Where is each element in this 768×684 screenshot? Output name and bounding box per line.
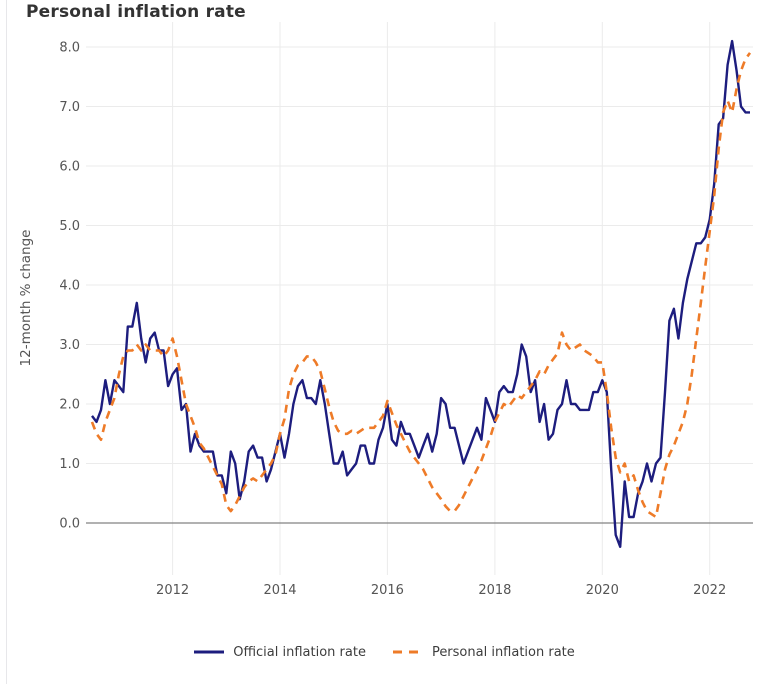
legend-label-official: Official inflation rate <box>233 644 366 660</box>
personal-inflation-line <box>90 52 752 519</box>
y-tick-label: 0.0 <box>59 517 80 532</box>
y-tick-label: 2.0 <box>59 398 80 413</box>
y-axis-title: 12-month % change <box>18 230 34 367</box>
y-tick-label: 5.0 <box>59 219 80 234</box>
y-tick-label: 1.0 <box>59 457 80 472</box>
x-tick-label: 2018 <box>478 583 511 598</box>
legend-item-personal[interactable]: Personal inflation rate <box>392 645 575 660</box>
y-tick-label: 8.0 <box>59 41 80 56</box>
y-axis-tick-labels: 0.0 1.0 2.0 3.0 4.0 5.0 6.0 7.0 8.0 <box>59 41 80 532</box>
card-left-border <box>6 0 7 684</box>
official-line-swatch <box>194 650 225 654</box>
x-axis-tick-labels: 2012 2014 2016 2018 2020 2022 <box>156 583 726 598</box>
legend-label-personal: Personal inflation rate <box>431 644 575 660</box>
y-tick-label: 4.0 <box>59 279 80 294</box>
x-gridlines <box>172 22 711 575</box>
x-tick-label: 2020 <box>586 583 619 598</box>
y-gridlines <box>86 46 753 524</box>
x-tick-label: 2012 <box>156 583 189 598</box>
x-tick-label: 2016 <box>371 583 404 598</box>
chart-title: Personal inflation rate <box>26 2 246 22</box>
official-inflation-line <box>91 39 750 548</box>
x-tick-label: 2022 <box>693 583 726 598</box>
legend-item-official[interactable]: Official inflation rate <box>193 645 366 660</box>
y-tick-label: 6.0 <box>59 160 80 175</box>
chart-legend: Official inflation rate Personal inflati… <box>0 637 768 667</box>
y-tick-label: 3.0 <box>59 338 80 353</box>
y-tick-label: 7.0 <box>59 100 80 115</box>
inflation-line-chart[interactable]: 0.0 1.0 2.0 3.0 4.0 5.0 6.0 7.0 8.0 2012 2014 2016… <box>0 0 768 618</box>
x-tick-label: 2014 <box>263 583 296 598</box>
personal-line-swatch <box>392 650 423 654</box>
